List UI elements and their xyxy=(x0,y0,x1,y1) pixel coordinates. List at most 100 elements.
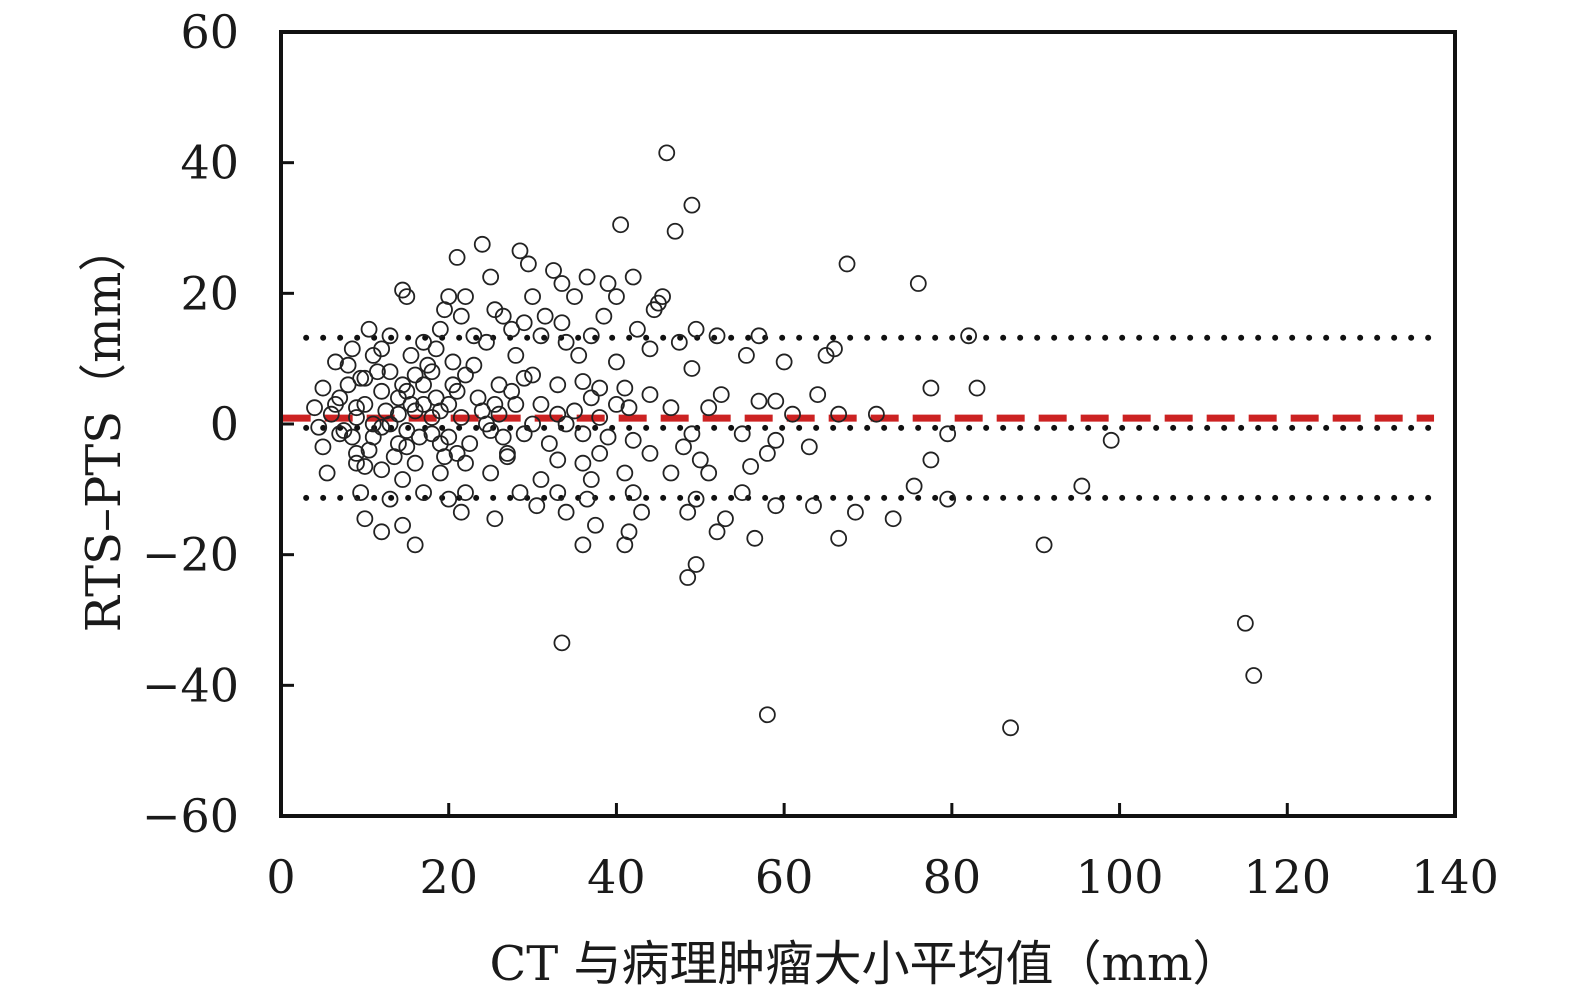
data-point xyxy=(775,353,793,371)
data-point xyxy=(356,369,374,387)
data-point xyxy=(670,333,688,351)
data-point xyxy=(767,392,785,410)
scatter-points xyxy=(306,144,1263,737)
data-point xyxy=(465,356,483,374)
data-point xyxy=(507,346,525,364)
data-point xyxy=(867,405,885,423)
data-point xyxy=(549,484,567,502)
data-point xyxy=(532,471,550,488)
data-point xyxy=(373,418,391,436)
data-point xyxy=(557,415,575,433)
data-point xyxy=(473,402,491,420)
data-point xyxy=(553,634,571,652)
data-point xyxy=(306,399,323,417)
data-point xyxy=(616,464,634,482)
data-point xyxy=(402,346,420,364)
data-point xyxy=(591,379,609,397)
data-point xyxy=(574,425,592,443)
data-point xyxy=(939,425,957,443)
data-point xyxy=(549,405,567,423)
data-point xyxy=(700,399,718,417)
data-point xyxy=(1035,536,1053,554)
data-point xyxy=(440,428,458,446)
x-axis-ticks: 0 20 40 60 80 100 120 140 xyxy=(266,803,1499,904)
data-point xyxy=(507,395,525,413)
data-point xyxy=(398,288,416,306)
data-point xyxy=(335,422,353,439)
data-point xyxy=(356,458,374,475)
data-point xyxy=(406,454,424,472)
y-tick-label: 0 xyxy=(210,397,239,451)
data-point xyxy=(423,425,441,443)
data-point xyxy=(557,503,575,521)
data-point xyxy=(431,320,449,338)
data-point xyxy=(717,510,734,528)
data-point xyxy=(423,363,441,381)
data-point xyxy=(922,451,940,469)
x-axis-title: CT 与病理肿瘤大小平均值（mm） xyxy=(489,936,1240,992)
data-point xyxy=(658,144,676,162)
x-tick-label: 0 xyxy=(266,850,295,904)
data-point xyxy=(683,425,701,443)
data-point xyxy=(599,428,617,446)
data-point xyxy=(742,458,759,475)
data-point xyxy=(687,556,705,573)
data-point xyxy=(348,444,365,462)
data-point xyxy=(457,288,474,306)
data-point xyxy=(327,353,344,371)
data-point xyxy=(457,484,474,502)
data-point xyxy=(712,386,730,404)
y-tick-label: 40 xyxy=(180,136,239,190)
x-tick-label: 80 xyxy=(923,850,982,904)
y-tick-label: −40 xyxy=(142,658,239,712)
data-point xyxy=(1002,719,1019,737)
data-point xyxy=(377,402,395,420)
data-point xyxy=(662,399,680,417)
data-point xyxy=(486,510,504,528)
data-point xyxy=(691,451,709,469)
data-point xyxy=(746,529,764,547)
data-point xyxy=(511,242,529,260)
data-point xyxy=(524,415,541,433)
data-point xyxy=(339,356,357,374)
data-point xyxy=(448,248,466,266)
data-point xyxy=(348,399,365,417)
data-point xyxy=(503,320,521,338)
data-point xyxy=(343,428,361,446)
data-point xyxy=(574,373,592,390)
x-tick-label: 20 xyxy=(419,850,478,904)
data-point xyxy=(633,503,650,521)
data-point xyxy=(394,516,411,534)
y-tick-label: 20 xyxy=(180,266,239,320)
data-point xyxy=(415,376,432,394)
data-point xyxy=(809,386,827,404)
data-point xyxy=(457,454,474,472)
data-point xyxy=(540,435,558,453)
data-point xyxy=(482,422,500,439)
data-point xyxy=(909,275,927,292)
data-point xyxy=(452,307,470,325)
data-point xyxy=(532,395,550,413)
data-point xyxy=(327,395,344,413)
data-point xyxy=(331,425,349,443)
data-point xyxy=(566,402,583,420)
data-point xyxy=(687,320,705,338)
data-point xyxy=(452,409,470,426)
data-point xyxy=(805,497,822,515)
data-point xyxy=(381,363,399,381)
y-tick-label: 60 xyxy=(180,5,239,59)
data-point xyxy=(423,409,441,426)
data-point xyxy=(800,438,818,456)
data-point xyxy=(700,464,718,482)
data-point xyxy=(679,503,697,521)
data-point xyxy=(758,706,776,724)
data-point xyxy=(415,395,432,413)
data-point xyxy=(922,379,940,397)
data-point xyxy=(608,395,625,413)
data-point xyxy=(440,490,458,508)
data-point xyxy=(905,477,923,495)
data-point xyxy=(595,307,613,325)
data-point xyxy=(641,386,659,404)
data-point xyxy=(398,382,416,400)
